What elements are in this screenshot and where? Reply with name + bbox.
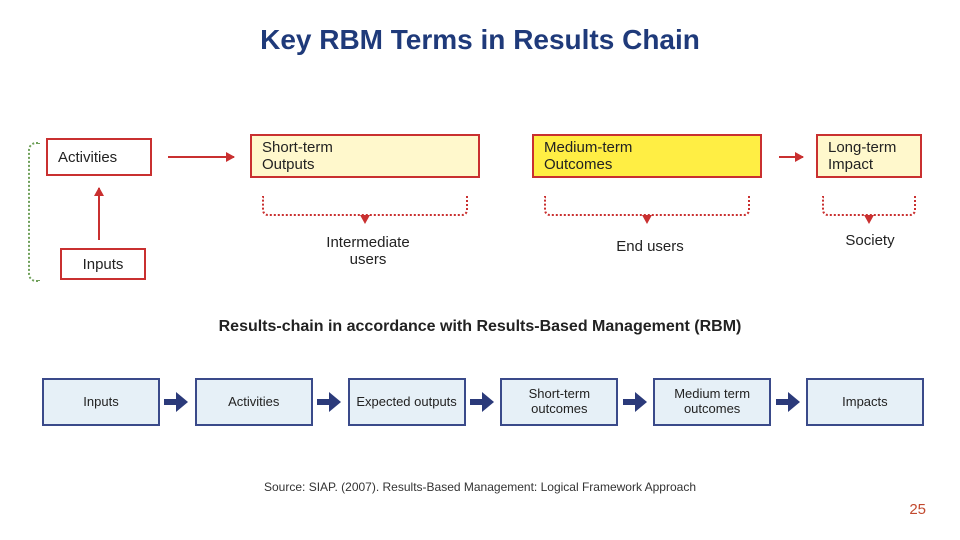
box-outputs-label: Short-term Outputs	[262, 139, 333, 173]
box-activities: Activities	[46, 138, 152, 176]
left-brace	[28, 142, 40, 282]
box-impact: Long-term Impact	[816, 134, 922, 178]
box-impact-label: Long-term Impact	[828, 139, 896, 173]
box-activities-label: Activities	[58, 149, 117, 166]
chain-box-inputs: Inputs	[42, 378, 160, 426]
chain-box-outputs: Expected outputs	[348, 378, 466, 426]
arrow-outcomes-to-impact	[779, 156, 803, 158]
arrow-activities-to-outputs	[168, 156, 234, 158]
chain-box-st-outcomes: Short-term outcomes	[500, 378, 618, 426]
slide-title: Key RBM Terms in Results Chain	[0, 24, 960, 56]
chain-box-mt-outcomes: Medium term outcomes	[653, 378, 771, 426]
chain-box-impacts: Impacts	[806, 378, 924, 426]
box-inputs: Inputs	[60, 248, 146, 280]
chain-arrow-icon	[474, 392, 492, 412]
chain-arrow-icon	[168, 392, 186, 412]
source-citation: Source: SIAP. (2007). Results-Based Mana…	[0, 480, 960, 494]
box-inputs-label: Inputs	[83, 256, 124, 273]
chain-arrow-icon	[627, 392, 645, 412]
label-society: Society	[830, 232, 910, 249]
bracket-impact	[822, 196, 916, 216]
chain-arrow-icon	[321, 392, 339, 412]
results-chain-caption: Results-chain in accordance with Results…	[0, 318, 960, 336]
page-number: 25	[909, 501, 926, 518]
bottom-chain: Inputs Activities Expected outputs Short…	[42, 378, 924, 426]
label-intermediate-users: Intermediate users	[288, 234, 448, 268]
bracket-outcomes	[544, 196, 750, 216]
bracket-outputs	[262, 196, 468, 216]
label-end-users: End users	[600, 238, 700, 255]
box-outputs: Short-term Outputs	[250, 134, 480, 178]
chain-arrow-icon	[780, 392, 798, 412]
box-outcomes-label: Medium-term Outcomes	[544, 139, 632, 173]
box-outcomes: Medium-term Outcomes	[532, 134, 762, 178]
chain-box-activities: Activities	[195, 378, 313, 426]
arrow-inputs-to-activities	[98, 188, 100, 240]
